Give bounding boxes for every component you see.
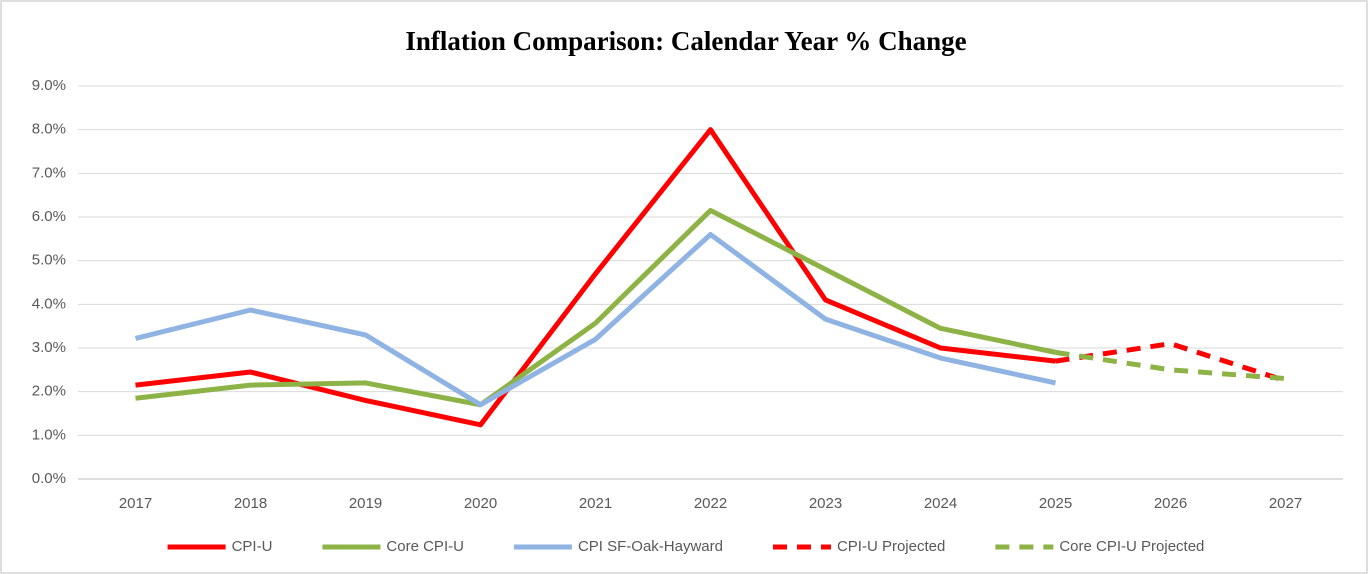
legend-label: CPI-U Projected (837, 538, 945, 555)
y-tick-label: 7.0% (32, 164, 66, 181)
series-line (1055, 349, 1286, 382)
series-line (134, 231, 1057, 408)
x-tick-label: 2021 (579, 495, 612, 512)
y-tick-label: 2.0% (32, 383, 66, 400)
x-tick-label: 2027 (1269, 495, 1302, 512)
y-tick-label: 1.0% (32, 426, 66, 443)
y-tick-label: 8.0% (32, 121, 66, 138)
legend-label: Core CPI-U (386, 538, 464, 555)
y-tick-label: 5.0% (32, 252, 66, 269)
x-tick-label: 2023 (809, 495, 842, 512)
y-tick-label: 6.0% (32, 208, 66, 225)
y-tick-label: 0.0% (32, 470, 66, 487)
x-tick-label: 2026 (1154, 495, 1187, 512)
series-line (1055, 341, 1287, 384)
series-line (135, 207, 1057, 408)
legend-label: CPI SF-Oak-Hayward (578, 538, 723, 555)
x-tick-label: 2018 (234, 495, 267, 512)
y-tick-label: 9.0% (32, 77, 66, 94)
x-tick-label: 2017 (119, 495, 152, 512)
x-tick-label: 2020 (464, 495, 497, 512)
chart-title: Inflation Comparison: Calendar Year % Ch… (405, 26, 966, 56)
series-line (135, 127, 1056, 428)
legend-label: Core CPI-U Projected (1059, 538, 1204, 555)
legend-label: CPI-U (232, 538, 273, 555)
x-tick-label: 2019 (349, 495, 382, 512)
y-tick-label: 4.0% (32, 295, 66, 312)
y-tick-label: 3.0% (32, 339, 66, 356)
x-tick-label: 2022 (694, 495, 727, 512)
x-tick-label: 2024 (924, 495, 957, 512)
x-tick-label: 2025 (1039, 495, 1072, 512)
